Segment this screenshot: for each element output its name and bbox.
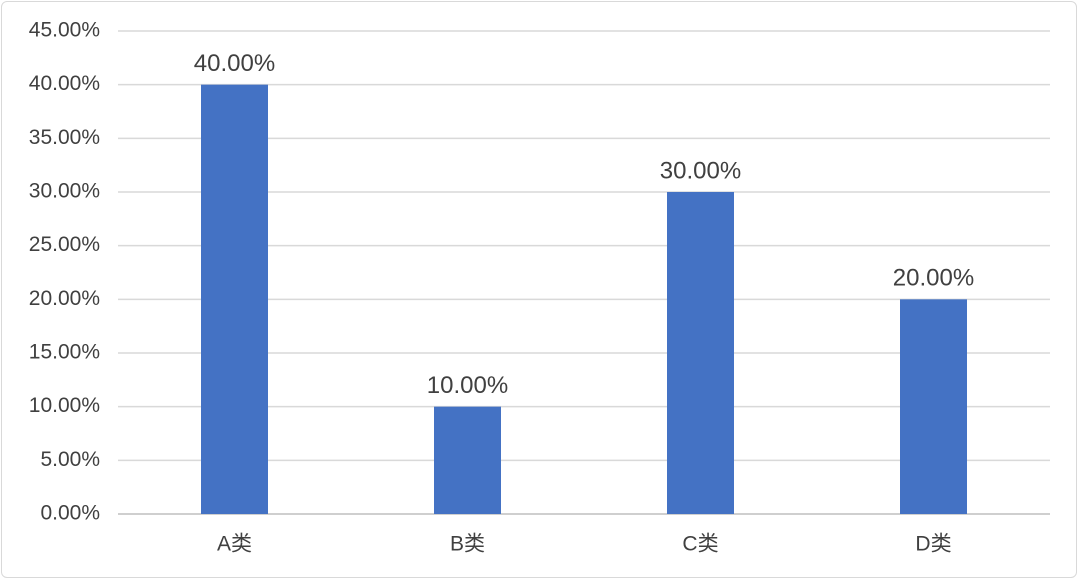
- x-axis-categories: A类 B类 C类 D类: [217, 533, 952, 556]
- bar-data-label: 40.00%: [194, 50, 275, 77]
- x-category-label: D类: [915, 533, 951, 556]
- bar-data-label: 10.00%: [427, 372, 508, 399]
- data-labels: 40.00% 10.00% 30.00% 20.00%: [194, 50, 974, 399]
- bar: [667, 192, 734, 514]
- y-axis-ticks: 0.00% 5.00% 10.00% 15.00% 20.00% 25.00% 30.00%…: [29, 19, 100, 525]
- y-tick-label: 30.00%: [29, 180, 100, 203]
- bar-data-label: 30.00%: [660, 157, 741, 184]
- x-category-label: C类: [682, 533, 718, 556]
- y-tick-label: 20.00%: [29, 287, 100, 310]
- y-tick-label: 10.00%: [29, 394, 100, 417]
- bars: [201, 84, 967, 515]
- y-tick-label: 45.00%: [29, 19, 100, 42]
- y-tick-label: 25.00%: [29, 233, 100, 256]
- bar: [900, 299, 967, 514]
- bar: [434, 406, 501, 514]
- bar-data-label: 20.00%: [893, 265, 974, 292]
- x-category-label: B类: [450, 533, 485, 556]
- y-tick-label: 15.00%: [29, 341, 100, 364]
- y-tick-label: 0.00%: [40, 502, 100, 525]
- bar: [201, 84, 268, 515]
- y-tick-label: 40.00%: [29, 72, 100, 95]
- x-category-label: A类: [217, 533, 252, 556]
- y-tick-label: 35.00%: [29, 126, 100, 149]
- gridlines: [118, 30, 1050, 515]
- y-tick-label: 5.00%: [40, 448, 100, 471]
